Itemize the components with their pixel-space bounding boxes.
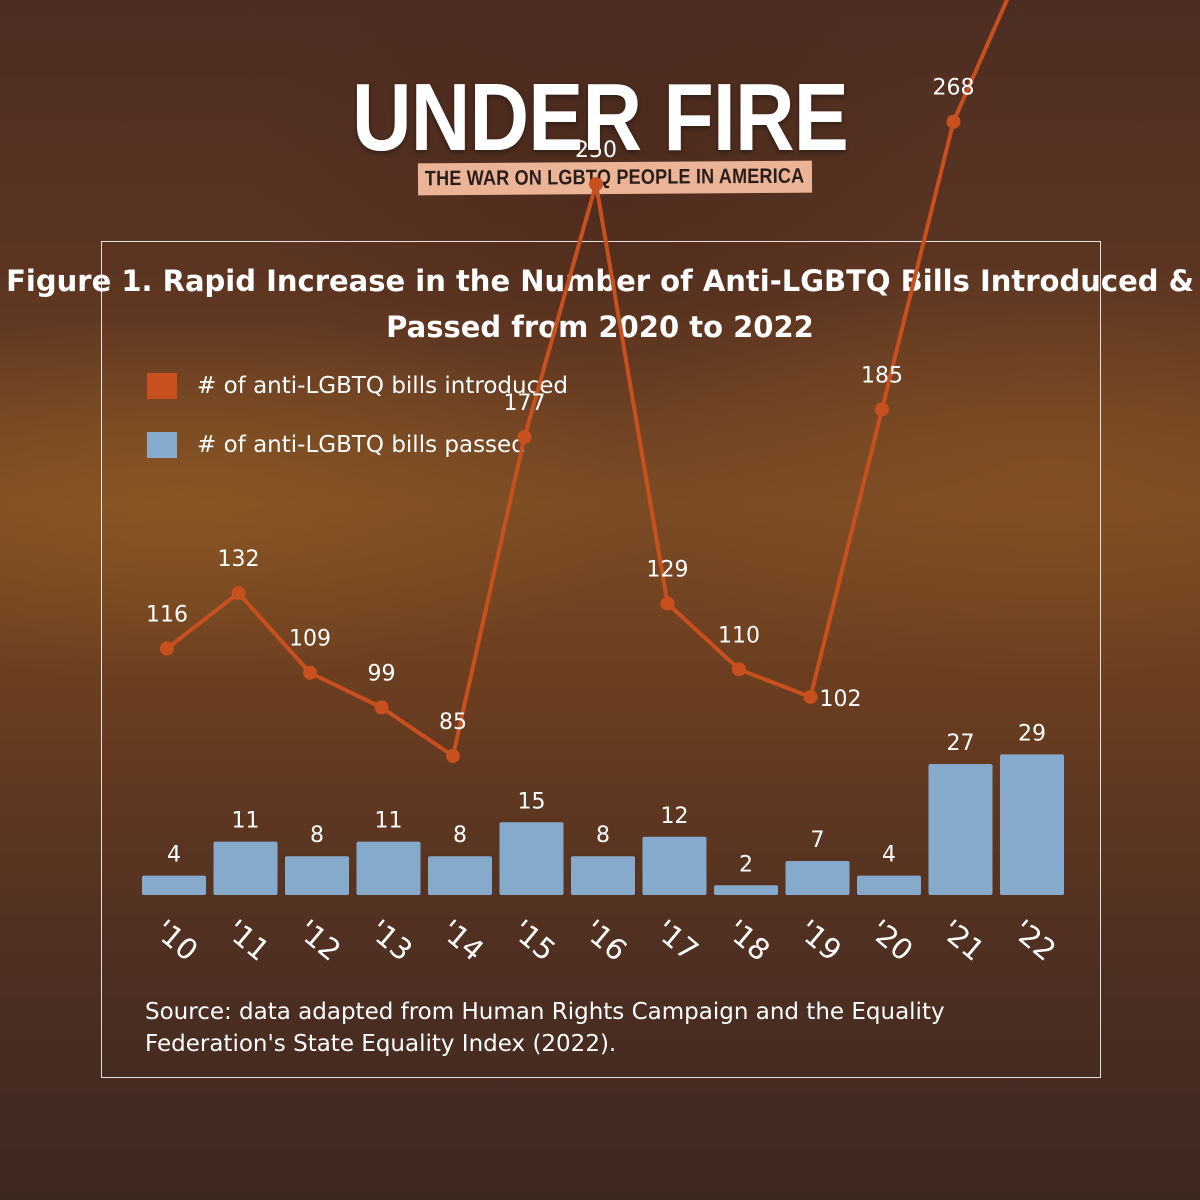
point-introduced-5 [517,430,532,445]
point-label-introduced-11: 268 [933,76,975,101]
legend-swatch-passed [147,432,177,458]
point-label-introduced-5: 177 [504,391,546,416]
x-tick-label-4: '14 [434,913,490,968]
bar-label-passed-6: 8 [596,823,610,848]
x-tick-label-12: '22 [1006,913,1062,968]
point-label-introduced-1: 132 [218,547,260,572]
bar-passed-2 [285,856,349,895]
bar-passed-4 [428,856,492,895]
bar-passed-12 [1000,754,1064,895]
point-label-introduced-6: 250 [575,138,617,163]
point-introduced-7 [660,596,675,611]
bar-label-passed-2: 8 [310,823,324,848]
bar-label-passed-3: 11 [375,809,403,834]
bar-passed-10 [857,875,921,895]
legend-swatch-introduced [147,373,177,399]
x-tick-label-9: '19 [792,913,848,968]
bar-label-passed-8: 2 [739,852,753,877]
point-label-introduced-4: 85 [439,710,467,735]
bar-passed-5 [499,822,564,895]
x-tick-label-11: '21 [935,913,991,968]
point-label-introduced-9: 102 [820,687,862,712]
x-tick-label-2: '12 [291,913,347,968]
brand-title: UNDER FIRE [352,64,849,171]
x-tick-label-5: '15 [506,913,562,968]
bar-passed-3 [356,841,421,895]
bar-label-passed-1: 11 [232,809,260,834]
bar-label-passed-9: 7 [811,828,825,853]
bar-label-passed-7: 12 [661,804,689,829]
point-introduced-8 [732,662,746,677]
x-tick-label-6: '16 [577,913,633,968]
legend-label-passed: # of anti-LGBTQ bills passed [197,432,526,458]
point-label-introduced-2: 109 [289,627,331,652]
bar-passed-9 [785,861,850,895]
point-introduced-1 [231,586,246,601]
point-introduced-10 [875,402,889,417]
bar-passed-11 [928,764,993,895]
bar-label-passed-0: 4 [167,843,181,868]
bar-label-passed-10: 4 [882,843,896,868]
bar-label-passed-12: 29 [1018,721,1046,746]
x-tick-label-7: '17 [649,913,705,968]
point-label-introduced-10: 185 [861,363,903,388]
chart-panel [101,241,1101,1078]
point-introduced-3 [374,700,389,715]
legend-item-introduced: # of anti-LGBTQ bills introduced [147,373,568,399]
bar-passed-8 [714,885,778,895]
bar-passed-7 [642,836,707,895]
bar-label-passed-4: 8 [453,823,467,848]
legend-label-introduced: # of anti-LGBTQ bills introduced [197,373,568,399]
x-tick-label-3: '13 [363,913,419,968]
bar-label-passed-11: 27 [947,731,975,756]
source-note: Source: data adapted from Human Rights C… [145,999,945,1057]
point-label-introduced-8: 110 [718,623,760,648]
point-introduced-2 [303,665,317,680]
bar-passed-0 [142,875,206,895]
x-tick-label-0: '10 [148,913,204,968]
brand-header: UNDER FIRE THE WAR ON LGBTQ PEOPLE IN AM… [0,64,1200,196]
chart-title: Figure 1. Rapid Increase in the Number o… [6,264,1194,344]
bar-passed-6 [571,856,635,895]
point-introduced-4 [446,748,460,763]
x-tick-label-8: '18 [720,913,776,968]
point-label-introduced-7: 129 [647,557,689,582]
point-introduced-0 [160,641,174,656]
point-label-introduced-0: 116 [146,602,188,627]
x-tick-label-10: '20 [863,913,919,968]
legend-item-passed: # of anti-LGBTQ bills passed [147,432,526,458]
bar-passed-1 [213,841,278,895]
point-introduced-9 [803,690,818,705]
bar-label-passed-5: 15 [518,789,546,814]
x-tick-label-1: '11 [220,913,276,968]
point-introduced-11 [946,114,961,129]
point-introduced-6 [589,177,603,192]
point-label-introduced-3: 99 [368,661,396,686]
